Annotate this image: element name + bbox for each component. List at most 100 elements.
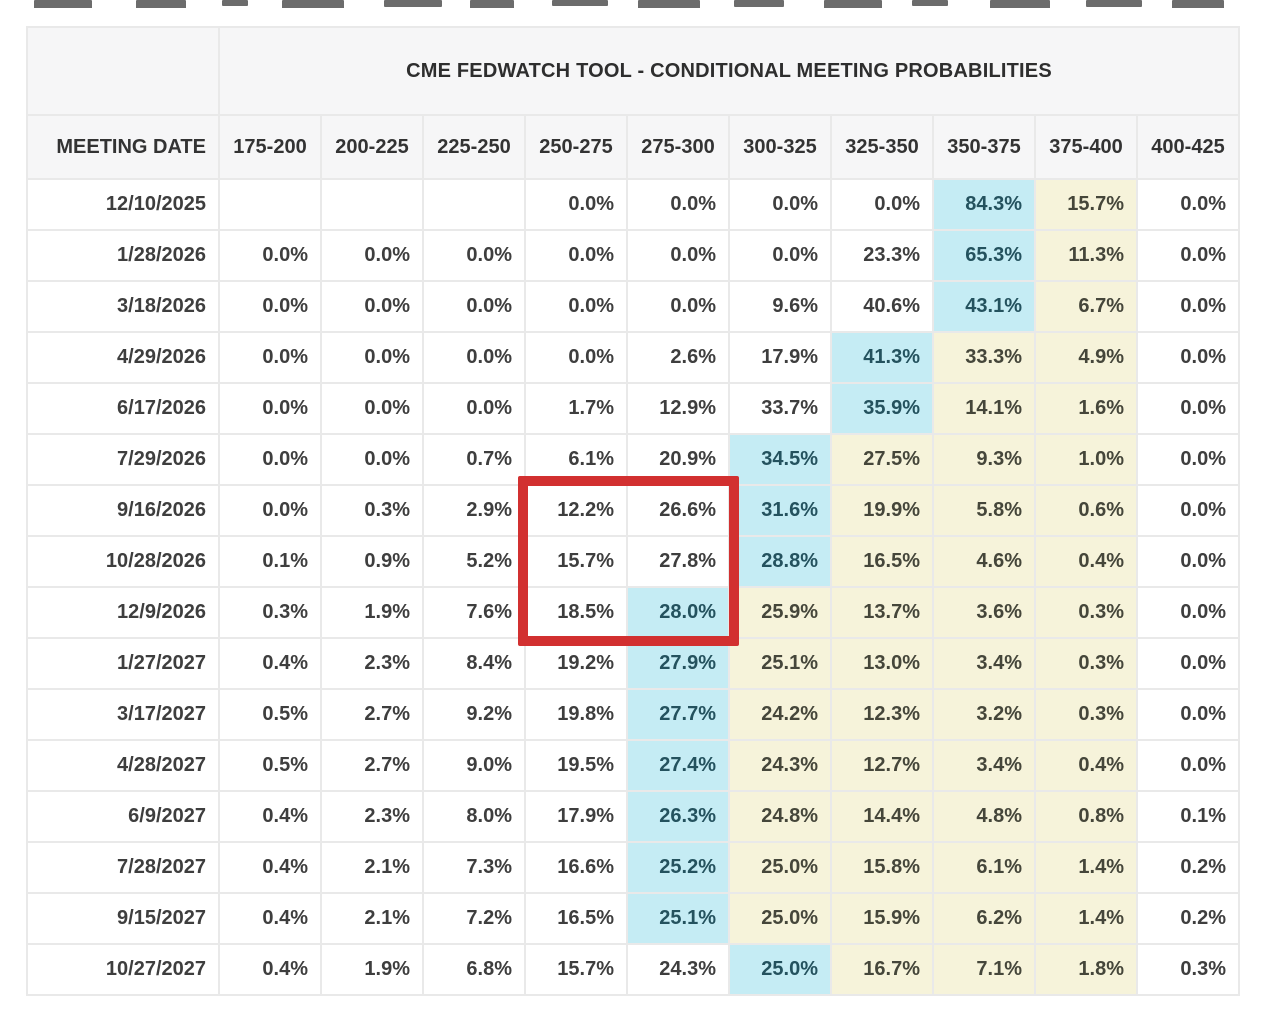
probability-cell-400-425: 0.0% [1138, 180, 1240, 231]
probability-cell-175-200: 0.1% [220, 537, 322, 588]
probability-cell-300-325: 24.2% [730, 690, 832, 741]
probability-cell-400-425: 0.2% [1138, 843, 1240, 894]
probability-cell-225-250: 0.0% [424, 282, 526, 333]
probability-cell-250-275: 18.5% [526, 588, 628, 639]
probability-cell-275-300: 25.1% [628, 894, 730, 945]
probability-cell-325-350: 12.7% [832, 741, 934, 792]
probability-cell-275-300: 27.7% [628, 690, 730, 741]
probability-cell-275-300: 0.0% [628, 282, 730, 333]
probability-cell-225-250: 5.2% [424, 537, 526, 588]
probability-cell-325-350: 23.3% [832, 231, 934, 282]
probability-cell-200-225: 1.9% [322, 588, 424, 639]
probability-cell-225-250: 8.0% [424, 792, 526, 843]
probability-cell-175-200: 0.5% [220, 741, 322, 792]
probability-cell-400-425: 0.0% [1138, 282, 1240, 333]
probability-cell-375-400: 6.7% [1036, 282, 1138, 333]
probability-cell-300-325: 17.9% [730, 333, 832, 384]
table-corner-cell [28, 28, 220, 116]
probability-cell-225-250: 7.3% [424, 843, 526, 894]
probability-cell-225-250: 7.2% [424, 894, 526, 945]
probability-cell-325-350: 41.3% [832, 333, 934, 384]
probability-cell-400-425: 0.3% [1138, 945, 1240, 996]
probability-cell-300-325: 24.3% [730, 741, 832, 792]
probability-cell-250-275: 15.7% [526, 945, 628, 996]
probability-cell-300-325: 25.0% [730, 945, 832, 996]
probability-cell-325-350: 13.7% [832, 588, 934, 639]
probability-cell-175-200: 0.0% [220, 384, 322, 435]
probability-cell-225-250: 0.0% [424, 333, 526, 384]
probability-cell-275-300: 27.9% [628, 639, 730, 690]
probability-cell-275-300: 27.4% [628, 741, 730, 792]
probability-cell-175-200: 0.4% [220, 792, 322, 843]
meeting-date-cell: 12/9/2026 [28, 588, 220, 639]
probability-cell-350-375: 6.2% [934, 894, 1036, 945]
probability-cell-300-325: 24.8% [730, 792, 832, 843]
probability-cell-400-425: 0.2% [1138, 894, 1240, 945]
probability-cell-350-375: 43.1% [934, 282, 1036, 333]
probability-cell-200-225: 0.0% [322, 435, 424, 486]
probability-cell-325-350: 16.5% [832, 537, 934, 588]
probability-cell-225-250: 6.8% [424, 945, 526, 996]
probability-cell-175-200: 0.0% [220, 486, 322, 537]
probability-cell-350-375: 4.6% [934, 537, 1036, 588]
probability-cell-250-275: 12.2% [526, 486, 628, 537]
column-header-rate-225-250: 225-250 [424, 116, 526, 180]
probability-cell-375-400: 11.3% [1036, 231, 1138, 282]
column-header-rate-350-375: 350-375 [934, 116, 1036, 180]
probability-cell-375-400: 0.6% [1036, 486, 1138, 537]
probability-cell-375-400: 0.4% [1036, 537, 1138, 588]
probability-cell-200-225: 0.9% [322, 537, 424, 588]
probability-cell-350-375: 6.1% [934, 843, 1036, 894]
probability-cell-375-400: 0.3% [1036, 690, 1138, 741]
probability-cell-175-200: 0.3% [220, 588, 322, 639]
probability-cell-250-275: 16.5% [526, 894, 628, 945]
probability-cell-400-425: 0.0% [1138, 690, 1240, 741]
probability-cell-400-425: 0.0% [1138, 537, 1240, 588]
probability-cell-250-275: 15.7% [526, 537, 628, 588]
probability-cell-200-225: 2.3% [322, 639, 424, 690]
column-header-rate-250-275: 250-275 [526, 116, 628, 180]
probability-cell-200-225 [322, 180, 424, 231]
probability-cell-175-200: 0.0% [220, 231, 322, 282]
probability-cell-250-275: 19.8% [526, 690, 628, 741]
probability-cell-225-250: 0.7% [424, 435, 526, 486]
probability-cell-325-350: 40.6% [832, 282, 934, 333]
cropped-text-remnant [34, 0, 1224, 8]
probability-cell-225-250: 2.9% [424, 486, 526, 537]
probability-cell-250-275: 0.0% [526, 282, 628, 333]
meeting-date-cell: 7/28/2027 [28, 843, 220, 894]
probability-cell-175-200: 0.0% [220, 333, 322, 384]
probability-cell-350-375: 3.4% [934, 639, 1036, 690]
meeting-date-cell: 9/15/2027 [28, 894, 220, 945]
meeting-date-cell: 10/27/2027 [28, 945, 220, 996]
meeting-date-cell: 4/29/2026 [28, 333, 220, 384]
probability-cell-375-400: 1.0% [1036, 435, 1138, 486]
probability-cell-350-375: 65.3% [934, 231, 1036, 282]
probability-cell-250-275: 0.0% [526, 231, 628, 282]
probability-cell-400-425: 0.0% [1138, 486, 1240, 537]
probability-cell-350-375: 3.2% [934, 690, 1036, 741]
probability-cell-225-250: 9.2% [424, 690, 526, 741]
probability-cell-275-300: 0.0% [628, 231, 730, 282]
meeting-date-cell: 10/28/2026 [28, 537, 220, 588]
probability-cell-375-400: 15.7% [1036, 180, 1138, 231]
column-header-rate-375-400: 375-400 [1036, 116, 1138, 180]
meeting-date-cell: 3/17/2027 [28, 690, 220, 741]
probability-cell-400-425: 0.0% [1138, 741, 1240, 792]
probability-cell-325-350: 19.9% [832, 486, 934, 537]
probability-cell-350-375: 84.3% [934, 180, 1036, 231]
probability-cell-250-275: 1.7% [526, 384, 628, 435]
probability-cell-225-250: 9.0% [424, 741, 526, 792]
probability-cell-200-225: 2.3% [322, 792, 424, 843]
probability-cell-300-325: 33.7% [730, 384, 832, 435]
probability-cell-350-375: 3.4% [934, 741, 1036, 792]
fedwatch-table: CME FEDWATCH TOOL - CONDITIONAL MEETING … [26, 26, 1240, 996]
probability-cell-275-300: 2.6% [628, 333, 730, 384]
probability-cell-400-425: 0.0% [1138, 231, 1240, 282]
probability-cell-325-350: 16.7% [832, 945, 934, 996]
probability-cell-325-350: 14.4% [832, 792, 934, 843]
probability-cell-400-425: 0.0% [1138, 639, 1240, 690]
meeting-date-cell: 9/16/2026 [28, 486, 220, 537]
column-header-rate-200-225: 200-225 [322, 116, 424, 180]
probability-cell-225-250: 0.0% [424, 384, 526, 435]
